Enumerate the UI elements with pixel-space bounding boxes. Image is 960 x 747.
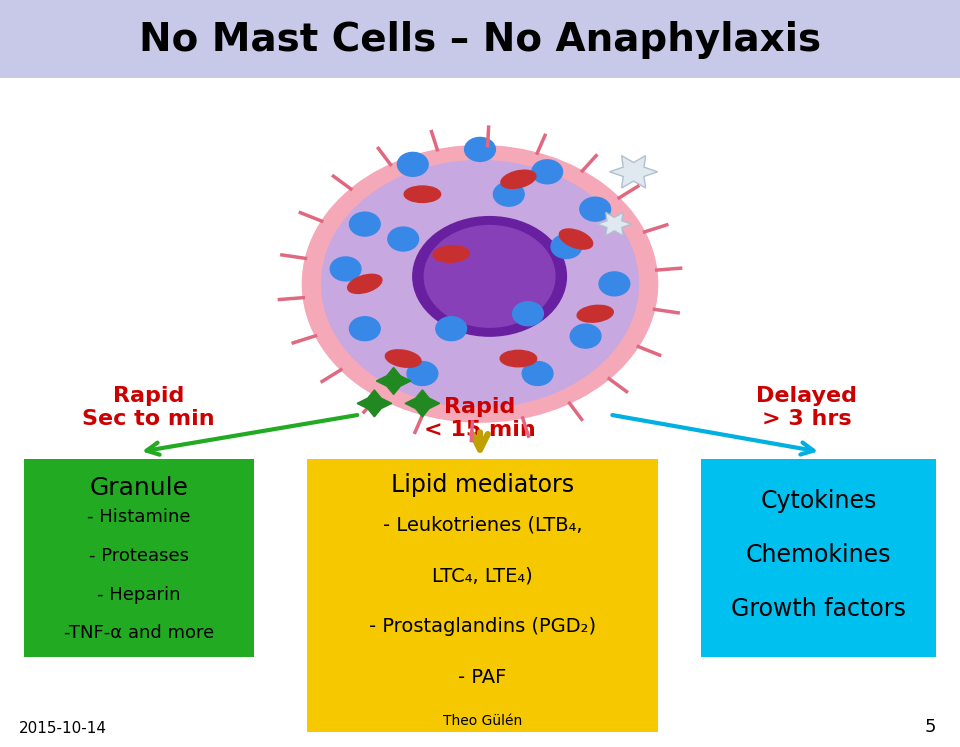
Circle shape [599, 272, 630, 296]
Text: Granule: Granule [89, 476, 189, 500]
Circle shape [349, 317, 380, 341]
Text: - Heparin: - Heparin [98, 586, 180, 604]
Text: Delayed
> 3 hrs: Delayed > 3 hrs [756, 385, 857, 429]
Ellipse shape [501, 170, 536, 188]
Polygon shape [376, 368, 411, 394]
FancyBboxPatch shape [24, 459, 254, 657]
Circle shape [322, 161, 638, 407]
Text: - Histamine: - Histamine [87, 508, 191, 526]
Text: Chemokines: Chemokines [746, 543, 891, 567]
Polygon shape [405, 390, 440, 417]
Ellipse shape [385, 350, 421, 368]
Text: 5: 5 [924, 718, 936, 736]
Circle shape [413, 217, 566, 336]
FancyBboxPatch shape [307, 459, 658, 732]
Circle shape [513, 302, 543, 326]
Text: LTC₄, LTE₄): LTC₄, LTE₄) [432, 566, 533, 585]
Text: No Mast Cells – No Anaphylaxis: No Mast Cells – No Anaphylaxis [139, 21, 821, 58]
Ellipse shape [404, 186, 441, 202]
Text: 2015-10-14: 2015-10-14 [19, 721, 108, 736]
Circle shape [436, 317, 467, 341]
Polygon shape [597, 212, 632, 236]
Circle shape [522, 362, 553, 385]
Circle shape [424, 226, 555, 327]
Circle shape [349, 212, 380, 236]
FancyBboxPatch shape [0, 0, 960, 78]
Text: - Prostaglandins (PGD₂): - Prostaglandins (PGD₂) [369, 617, 596, 636]
Circle shape [551, 235, 582, 258]
FancyBboxPatch shape [701, 459, 936, 657]
Circle shape [330, 257, 361, 281]
Circle shape [397, 152, 428, 176]
Circle shape [388, 227, 419, 251]
Circle shape [407, 362, 438, 385]
Ellipse shape [577, 306, 613, 322]
Circle shape [570, 324, 601, 348]
Text: Growth factors: Growth factors [731, 597, 906, 621]
Circle shape [580, 197, 611, 221]
Polygon shape [357, 390, 392, 417]
Text: - PAF: - PAF [458, 668, 507, 686]
Ellipse shape [560, 229, 592, 249]
Text: Rapid
Sec to min: Rapid Sec to min [83, 385, 215, 429]
Text: -TNF-α and more: -TNF-α and more [64, 624, 214, 642]
Text: Theo Gülén: Theo Gülén [443, 714, 522, 728]
Text: Rapid
< 15 min: Rapid < 15 min [424, 397, 536, 440]
Circle shape [532, 160, 563, 184]
Ellipse shape [348, 274, 382, 294]
Text: Lipid mediators: Lipid mediators [391, 473, 574, 497]
Circle shape [493, 182, 524, 206]
Text: Cytokines: Cytokines [760, 489, 876, 513]
Polygon shape [610, 155, 658, 188]
Text: - Proteases: - Proteases [89, 547, 189, 565]
Text: - Leukotrienes (LTB₄,: - Leukotrienes (LTB₄, [383, 515, 582, 534]
Ellipse shape [500, 350, 537, 367]
Ellipse shape [433, 246, 469, 262]
Circle shape [465, 137, 495, 161]
Circle shape [302, 146, 658, 422]
